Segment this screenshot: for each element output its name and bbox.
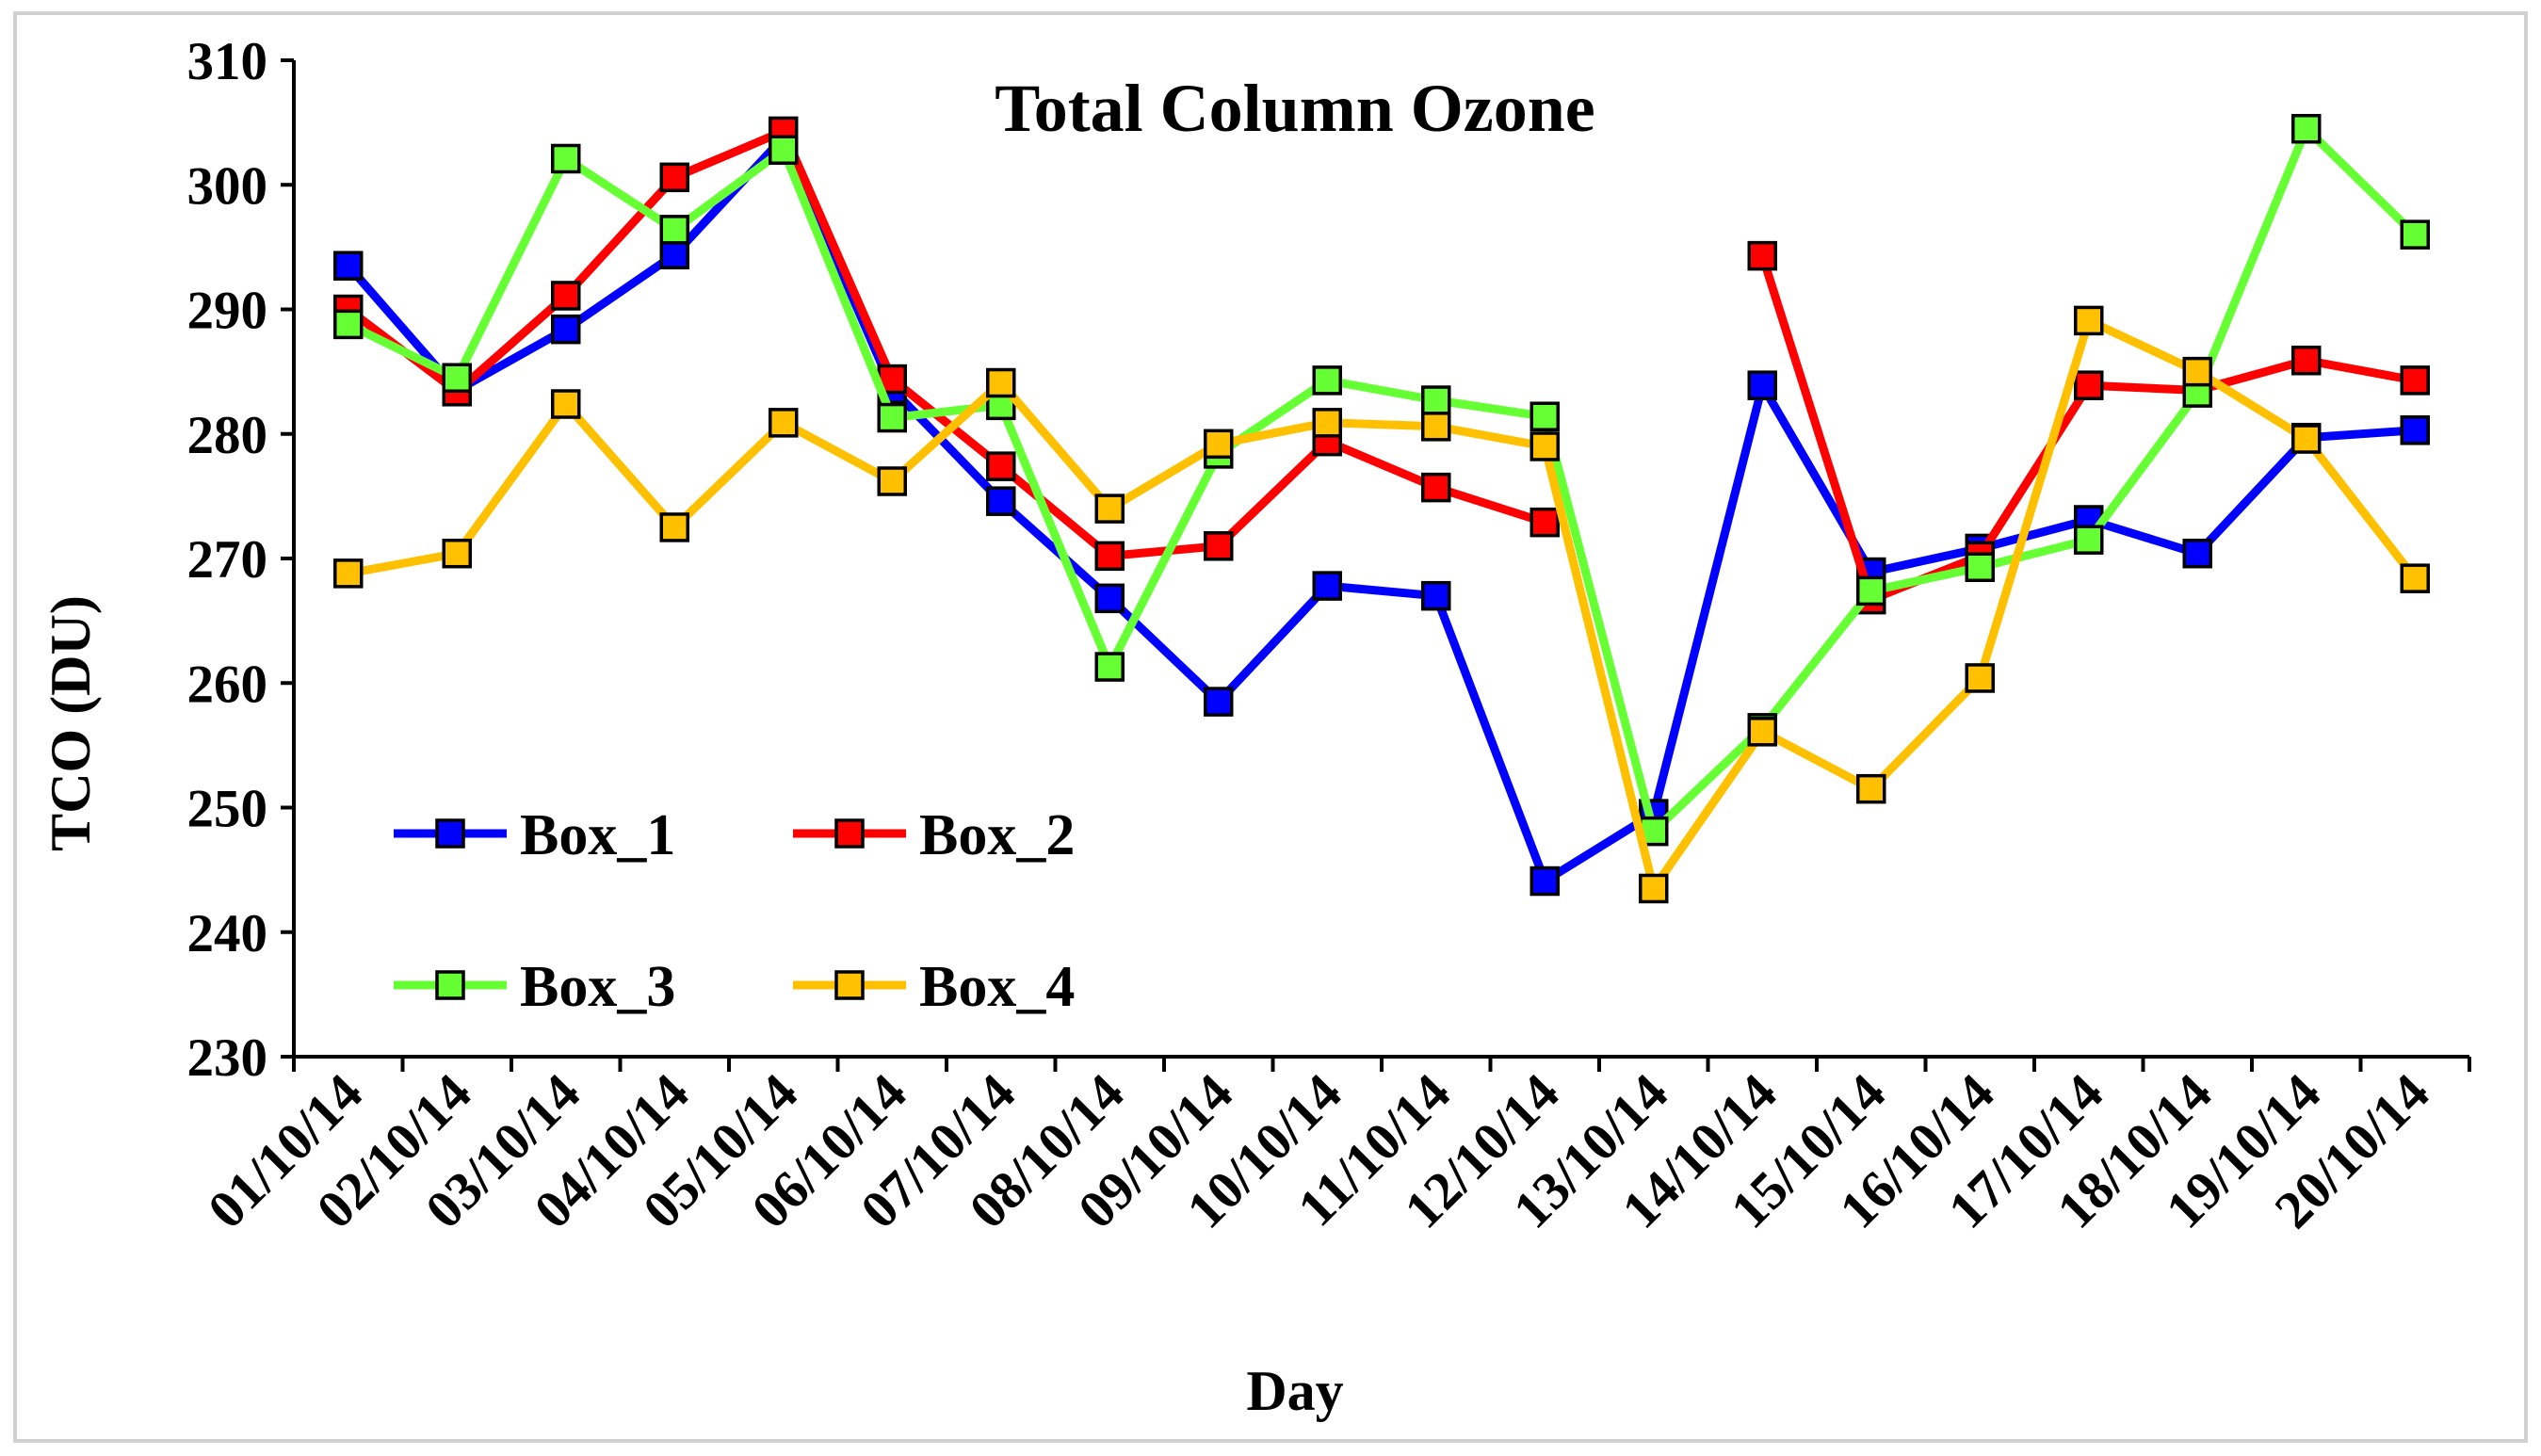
data-point [333,558,364,589]
legend-label: Box_1 [520,803,675,867]
data-point [986,367,1016,398]
series-group [333,113,2430,904]
legend-marker [834,970,865,1000]
data-point [1529,866,1560,897]
data-point [2400,365,2430,396]
y-tick-label: 280 [187,406,268,465]
data-point [1421,472,1451,503]
y-axis-label: TCO (DU) [40,595,102,851]
legend-label: Box_4 [919,955,1075,1019]
series-box-4 [333,305,2430,904]
y-tick-label: 260 [187,655,268,714]
legend-marker [435,970,465,1000]
data-point [1965,663,1995,693]
legend-item: Box_4 [793,955,1075,1019]
data-point [2400,415,2430,445]
y-tick-label: 230 [187,1028,268,1088]
data-point [2074,305,2104,336]
data-point [2182,538,2212,569]
data-point [877,402,907,433]
data-point [1204,429,1234,460]
legend: Box_1 Box_2 Box_3 Box_4 [394,803,1075,1019]
data-point [2182,356,2212,387]
data-point [2291,424,2322,454]
y-tick-label: 270 [187,530,268,590]
legend-label: Box_3 [520,955,675,1019]
y-tick-label: 240 [187,904,268,963]
data-point [333,309,364,340]
data-point [1529,401,1560,431]
data-point [1639,873,1669,904]
legend-item: Box_2 [793,803,1075,867]
legend-item: Box_1 [394,803,675,867]
series-line [344,315,2420,893]
data-point [1529,507,1560,538]
data-point [1421,385,1451,415]
data-point [2400,563,2430,593]
data-point [1856,773,1886,804]
data-point [659,239,689,270]
data-point [2074,525,2104,555]
chart-border [13,11,2528,1443]
data-point [333,251,364,281]
data-point [442,538,472,569]
series-line [344,124,2420,836]
data-point [1529,431,1560,461]
data-point [2400,219,2430,250]
data-point [1204,531,1234,561]
legend-marker [435,818,465,849]
data-point [1747,370,1777,400]
data-point [551,314,581,345]
data-point [1747,717,1777,747]
data-point [659,162,689,193]
data-point [659,215,689,245]
y-tick-label: 310 [187,32,268,91]
data-point [2291,345,2322,376]
data-point [551,281,581,311]
data-point [986,451,1016,481]
data-point [1312,365,1342,396]
data-point [1965,552,1995,583]
data-point [551,389,581,419]
data-point [2074,370,2104,400]
data-point [986,486,1016,516]
x-axis-label: Day [1246,1360,1343,1422]
data-point [877,466,907,496]
data-point [1204,687,1234,717]
data-point [1094,493,1125,524]
data-point [659,512,689,542]
data-point [1856,575,1886,607]
data-point [769,408,799,438]
y-tick-label: 250 [187,780,268,839]
y-tick-label: 300 [187,156,268,216]
data-point [1421,412,1451,442]
data-point [442,363,472,393]
data-point [551,143,581,174]
data-point [1312,408,1342,438]
data-point [1094,541,1125,572]
data-point [1747,240,1777,271]
legend-item: Box_3 [394,955,675,1019]
chart-title: Total Column Ozone [995,71,1594,146]
legend-label: Box_2 [919,803,1075,867]
data-point [769,135,799,165]
legend-marker [834,818,865,849]
data-point [1312,571,1342,601]
data-point [1421,580,1451,611]
data-point [1094,583,1125,614]
series-line [344,133,2420,885]
series-line [344,126,1549,560]
data-point [1094,652,1125,682]
data-point [2291,113,2322,144]
y-tick-label: 290 [187,282,268,341]
